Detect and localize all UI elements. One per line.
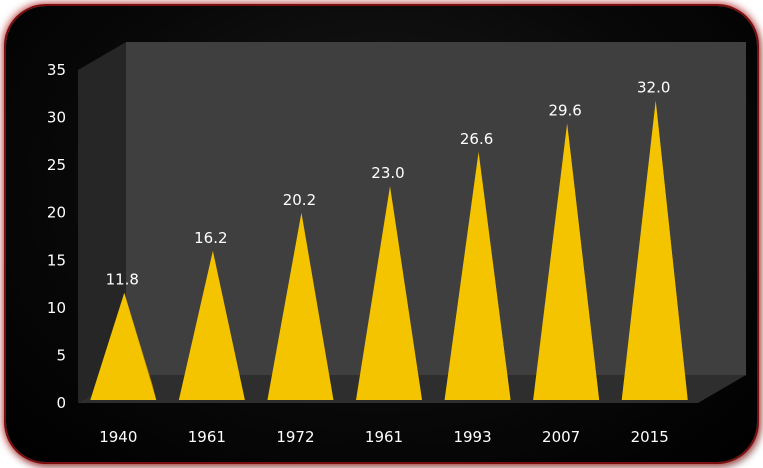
y-tick-label: 5 [56, 346, 66, 364]
x-tick-label: 1961 [365, 428, 403, 446]
pyramid-front-face [621, 100, 688, 401]
pyramid-bar [267, 212, 334, 400]
pyramid-bar [178, 250, 245, 400]
y-tick-label: 35 [47, 61, 66, 79]
back-wall [126, 42, 746, 375]
pyramid-front-face [267, 212, 334, 400]
x-tick-label: 1940 [99, 428, 137, 446]
pyramid-front-face [356, 186, 422, 400]
data-label: 16.2 [194, 229, 227, 247]
x-tick-label: 2015 [631, 428, 669, 446]
y-tick-label: 15 [47, 251, 66, 269]
pyramid-bar [356, 186, 422, 400]
pyramid-front-face [533, 123, 600, 401]
data-label: 20.2 [283, 191, 316, 209]
pyramid-chart: 0 5 10 15 20 25 30 35 11.8 16.2 20.2 23.0 26.6 29.6 3… [47, 42, 746, 446]
y-axis: 0 5 10 15 20 25 30 35 [47, 61, 66, 412]
pyramid-bar [90, 292, 157, 400]
y-tick-label: 10 [47, 299, 66, 317]
side-wall [78, 42, 126, 403]
data-label: 29.6 [548, 101, 581, 119]
y-tick-label: 0 [56, 394, 66, 412]
chart-frame: 0 5 10 15 20 25 30 35 11.8 16.2 20.2 23.0 26.6 29.6 3… [6, 6, 757, 462]
data-label: 23.0 [371, 164, 404, 182]
y-tick-label: 30 [47, 109, 66, 127]
y-tick-label: 20 [47, 204, 66, 222]
x-axis: 1940 1961 1972 1961 1993 2007 2015 [99, 428, 669, 446]
y-tick-label: 25 [47, 156, 66, 174]
pyramid-front-face [444, 151, 511, 400]
data-label: 26.6 [460, 130, 493, 148]
pyramid-bar [533, 123, 600, 401]
pyramid-bar [621, 100, 688, 401]
data-label: 11.8 [106, 271, 139, 289]
pyramid-front-face [90, 292, 157, 400]
x-tick-label: 1961 [188, 428, 226, 446]
pyramid-bar [444, 151, 511, 400]
pyramid-bars: 11.8 16.2 20.2 23.0 26.6 29.6 32.0 [90, 79, 688, 401]
x-tick-label: 1972 [276, 428, 314, 446]
x-tick-label: 1993 [453, 428, 491, 446]
pyramid-front-face [178, 250, 245, 400]
data-label: 32.0 [637, 79, 670, 97]
x-tick-label: 2007 [542, 428, 580, 446]
